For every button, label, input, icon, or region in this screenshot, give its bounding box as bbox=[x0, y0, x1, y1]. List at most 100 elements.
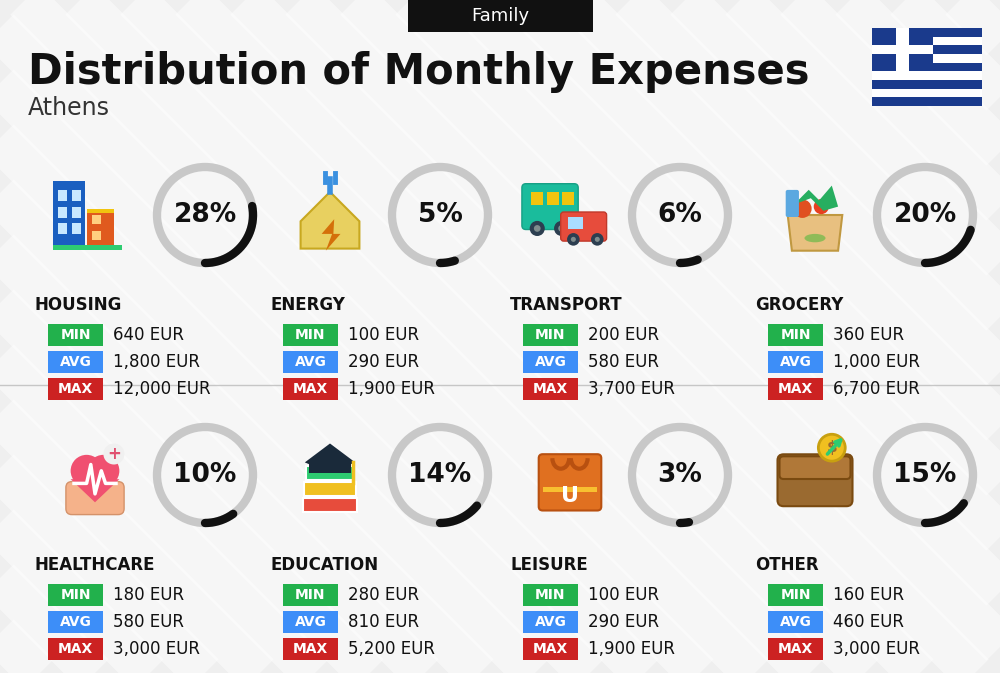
Text: MAX: MAX bbox=[533, 382, 568, 396]
Bar bbox=[408, 0, 593, 32]
Text: U: U bbox=[561, 486, 579, 506]
Text: AVG: AVG bbox=[780, 355, 811, 369]
Text: Family: Family bbox=[471, 7, 530, 25]
Text: 12,000 EUR: 12,000 EUR bbox=[113, 380, 211, 398]
Bar bbox=[87, 209, 114, 246]
Text: AVG: AVG bbox=[60, 615, 91, 629]
Bar bbox=[562, 192, 574, 205]
Circle shape bbox=[793, 199, 812, 218]
Circle shape bbox=[71, 455, 103, 487]
Text: 3%: 3% bbox=[658, 462, 702, 488]
Bar bbox=[547, 192, 559, 205]
Text: 10%: 10% bbox=[173, 462, 237, 488]
Bar bbox=[48, 324, 103, 346]
Bar bbox=[768, 638, 823, 660]
Bar bbox=[523, 611, 578, 633]
Text: 15%: 15% bbox=[893, 462, 957, 488]
Bar bbox=[872, 54, 982, 63]
Bar bbox=[523, 324, 578, 346]
Text: 160 EUR: 160 EUR bbox=[833, 586, 904, 604]
Text: 1,000 EUR: 1,000 EUR bbox=[833, 353, 920, 371]
FancyBboxPatch shape bbox=[522, 184, 578, 229]
Text: 5,200 EUR: 5,200 EUR bbox=[348, 640, 435, 658]
Bar bbox=[872, 45, 933, 54]
Polygon shape bbox=[71, 479, 119, 502]
Bar bbox=[872, 98, 982, 106]
Bar bbox=[543, 487, 597, 492]
Text: MIN: MIN bbox=[780, 328, 811, 342]
Text: 100 EUR: 100 EUR bbox=[588, 586, 659, 604]
Circle shape bbox=[534, 225, 541, 232]
Bar bbox=[87, 209, 114, 213]
Bar bbox=[48, 378, 103, 400]
Circle shape bbox=[818, 434, 845, 461]
Circle shape bbox=[814, 199, 829, 214]
Polygon shape bbox=[305, 444, 355, 473]
Bar bbox=[568, 217, 583, 229]
Text: MIN: MIN bbox=[535, 588, 566, 602]
FancyBboxPatch shape bbox=[303, 498, 357, 511]
Bar bbox=[872, 28, 982, 36]
Bar bbox=[768, 378, 823, 400]
Polygon shape bbox=[794, 186, 838, 211]
Bar bbox=[768, 584, 823, 606]
FancyBboxPatch shape bbox=[306, 466, 354, 480]
Bar bbox=[58, 223, 67, 234]
Bar bbox=[72, 223, 81, 234]
Text: 3,000 EUR: 3,000 EUR bbox=[833, 640, 920, 658]
Bar bbox=[531, 192, 543, 205]
Text: +: + bbox=[107, 445, 121, 463]
Bar bbox=[768, 611, 823, 633]
Text: MIN: MIN bbox=[295, 328, 326, 342]
Text: MAX: MAX bbox=[293, 382, 328, 396]
Bar bbox=[48, 351, 103, 373]
Text: EDUCATION: EDUCATION bbox=[270, 556, 378, 574]
FancyBboxPatch shape bbox=[66, 482, 124, 515]
Bar bbox=[92, 231, 101, 240]
Circle shape bbox=[567, 233, 580, 246]
Text: OTHER: OTHER bbox=[755, 556, 819, 574]
FancyBboxPatch shape bbox=[304, 482, 356, 495]
Text: 6,700 EUR: 6,700 EUR bbox=[833, 380, 920, 398]
Text: 3,700 EUR: 3,700 EUR bbox=[588, 380, 675, 398]
Bar bbox=[283, 584, 338, 606]
Text: AVG: AVG bbox=[535, 615, 566, 629]
Text: AVG: AVG bbox=[535, 355, 566, 369]
Bar bbox=[523, 351, 578, 373]
Text: 1,900 EUR: 1,900 EUR bbox=[588, 640, 675, 658]
Text: MAX: MAX bbox=[58, 382, 93, 396]
Text: 1,900 EUR: 1,900 EUR bbox=[348, 380, 435, 398]
Text: 460 EUR: 460 EUR bbox=[833, 613, 904, 631]
Bar bbox=[53, 245, 122, 250]
Bar bbox=[768, 351, 823, 373]
Bar bbox=[283, 351, 338, 373]
Text: MAX: MAX bbox=[778, 382, 813, 396]
Bar bbox=[53, 182, 84, 246]
Circle shape bbox=[554, 221, 569, 236]
Bar bbox=[58, 190, 67, 201]
Bar bbox=[872, 80, 982, 89]
Text: HEALTHCARE: HEALTHCARE bbox=[35, 556, 156, 574]
Bar bbox=[872, 71, 982, 80]
Bar bbox=[768, 324, 823, 346]
Text: 580 EUR: 580 EUR bbox=[588, 353, 659, 371]
Circle shape bbox=[103, 444, 124, 464]
Circle shape bbox=[87, 455, 119, 487]
Bar bbox=[283, 378, 338, 400]
Bar bbox=[872, 89, 982, 98]
Ellipse shape bbox=[804, 234, 826, 242]
Text: AVG: AVG bbox=[295, 615, 326, 629]
Text: 3,000 EUR: 3,000 EUR bbox=[113, 640, 200, 658]
Circle shape bbox=[558, 225, 565, 232]
Bar bbox=[523, 378, 578, 400]
Bar bbox=[283, 324, 338, 346]
Text: MAX: MAX bbox=[58, 642, 93, 656]
Circle shape bbox=[571, 237, 576, 242]
Text: LEISURE: LEISURE bbox=[510, 556, 588, 574]
Bar bbox=[896, 28, 909, 71]
Text: MIN: MIN bbox=[60, 588, 91, 602]
Text: AVG: AVG bbox=[60, 355, 91, 369]
Text: 200 EUR: 200 EUR bbox=[588, 326, 659, 344]
Text: AVG: AVG bbox=[780, 615, 811, 629]
Circle shape bbox=[591, 233, 604, 246]
